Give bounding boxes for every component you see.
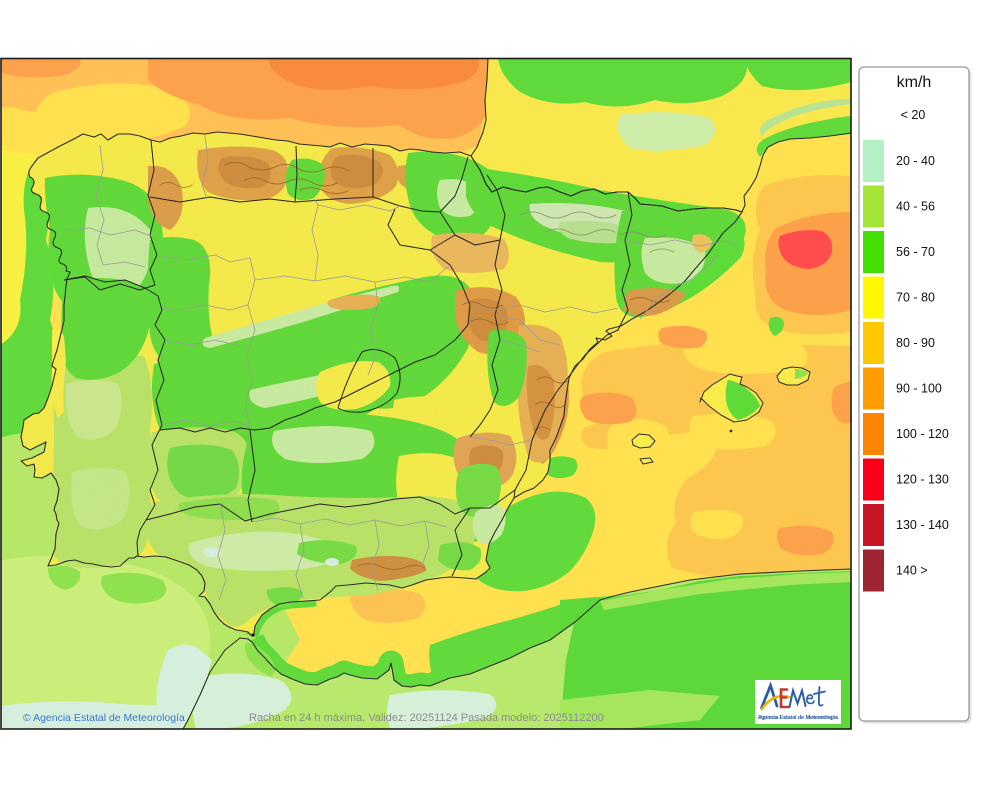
- svg-text:130 - 140: 130 - 140: [896, 518, 949, 532]
- svg-text:Racha en 24 h máxima. Validez:: Racha en 24 h máxima. Validez: 20251124 …: [249, 712, 604, 724]
- svg-text:80 - 90: 80 - 90: [896, 336, 935, 350]
- svg-text:20 - 40: 20 - 40: [896, 154, 935, 168]
- svg-text:70 - 80: 70 - 80: [896, 291, 935, 305]
- svg-text:km/h: km/h: [897, 74, 932, 91]
- svg-text:Agencia Estatal de Meteorologí: Agencia Estatal de Meteorología: [759, 715, 837, 721]
- svg-text:© Agencia Estatal de Meteorolo: © Agencia Estatal de Meteorología: [23, 712, 185, 724]
- svg-text:90 - 100: 90 - 100: [896, 382, 942, 396]
- svg-text:56 - 70: 56 - 70: [896, 245, 935, 259]
- svg-text:40 - 56: 40 - 56: [896, 200, 935, 214]
- svg-text:140 >: 140 >: [896, 564, 928, 578]
- svg-text:< 20: < 20: [901, 108, 926, 122]
- svg-text:120 - 130: 120 - 130: [896, 473, 949, 487]
- svg-text:Agencia Estatal de Meteorologí: Agencia Estatal de Meteorología: [758, 715, 840, 721]
- svg-text:100 - 120: 100 - 120: [896, 427, 949, 441]
